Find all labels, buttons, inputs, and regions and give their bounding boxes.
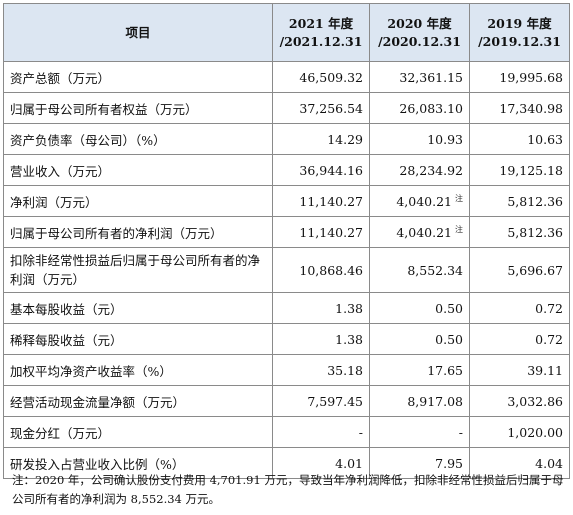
table-row: 基本每股收益（元） 1.38 0.50 0.72 xyxy=(3,292,570,324)
cell-2019: 5,812.36 xyxy=(469,185,570,217)
cell-2020: - xyxy=(369,416,470,448)
table-row: 经营活动现金流量净额（万元） 7,597.45 8,917.08 3,032.8… xyxy=(3,385,570,417)
cell-2020: 28,234.92 xyxy=(369,154,470,186)
header-period-2021: 2021 年度 /2021.12.31 xyxy=(272,3,370,62)
cell-2021: 11,140.27 xyxy=(272,185,370,217)
cell-2020: 32,361.15 xyxy=(369,61,470,93)
cell-2021: 1.38 xyxy=(272,323,370,355)
cell-2019: 5,696.67 xyxy=(469,247,570,293)
cell-2019: 10.63 xyxy=(469,123,570,155)
row-label: 加权平均净资产收益率（%） xyxy=(3,354,273,386)
cell-value: 4,040.21 xyxy=(396,225,452,240)
cell-2021: 10,868.46 xyxy=(272,247,370,293)
footnote-marker: 注 xyxy=(455,225,463,234)
header-date: /2020.12.31 xyxy=(378,33,461,49)
header-item: 项目 xyxy=(3,3,273,62)
header-date: /2021.12.31 xyxy=(279,33,363,49)
table-row: 归属于母公司所有者权益（万元） 37,256.54 26,083.10 17,3… xyxy=(3,92,570,124)
header-year: 2019 年度 xyxy=(487,15,552,31)
financial-summary-table: 项目 2021 年度 /2021.12.31 2020 年度 /2020.12.… xyxy=(3,3,570,479)
row-label: 资产总额（万元） xyxy=(3,61,273,93)
table-row: 净利润（万元） 11,140.27 4,040.21 注 5,812.36 xyxy=(3,185,570,217)
row-label: 基本每股收益（元） xyxy=(3,292,273,324)
table-row: 资产总额（万元） 46,509.32 32,361.15 19,995.68 xyxy=(3,61,570,93)
header-year: 2020 年度 xyxy=(387,15,452,31)
cell-2020: 10.93 xyxy=(369,123,470,155)
cell-2020: 8,917.08 xyxy=(369,385,470,417)
cell-2019: 19,995.68 xyxy=(469,61,570,93)
cell-2020: 0.50 xyxy=(369,323,470,355)
cell-2020: 4,040.21 注 xyxy=(369,185,470,217)
cell-2019: 17,340.98 xyxy=(469,92,570,124)
cell-2019: 0.72 xyxy=(469,323,570,355)
row-label: 净利润（万元） xyxy=(3,185,273,217)
table-row: 现金分红（万元） - - 1,020.00 xyxy=(3,416,570,448)
cell-2021: 37,256.54 xyxy=(272,92,370,124)
row-label: 归属于母公司所有者的净利润（万元） xyxy=(3,216,273,248)
cell-2021: 46,509.32 xyxy=(272,61,370,93)
header-row: 项目 2021 年度 /2021.12.31 2020 年度 /2020.12.… xyxy=(3,3,570,62)
table-row: 研发投入占营业收入比例（%） 4.01 7.95 4.04 xyxy=(3,447,570,479)
cell-2021: - xyxy=(272,416,370,448)
table-row: 稀释每股收益（元） 1.38 0.50 0.72 xyxy=(3,323,570,355)
cell-value: 4,040.21 xyxy=(396,194,452,209)
cell-2021: 35.18 xyxy=(272,354,370,386)
row-label: 稀释每股收益（元） xyxy=(3,323,273,355)
cell-2020: 17.65 xyxy=(369,354,470,386)
table-row: 加权平均净资产收益率（%） 35.18 17.65 39.11 xyxy=(3,354,570,386)
cell-2021: 1.38 xyxy=(272,292,370,324)
header-period-2019: 2019 年度 /2019.12.31 xyxy=(469,3,570,62)
footnote-marker: 注 xyxy=(455,194,463,203)
cell-2019: 4.04 xyxy=(469,447,570,479)
cell-2020: 4,040.21 注 xyxy=(369,216,470,248)
row-label: 现金分红（万元） xyxy=(3,416,273,448)
cell-2019: 0.72 xyxy=(469,292,570,324)
cell-2019: 3,032.86 xyxy=(469,385,570,417)
cell-2021: 11,140.27 xyxy=(272,216,370,248)
cell-2020: 0.50 xyxy=(369,292,470,324)
cell-2020: 26,083.10 xyxy=(369,92,470,124)
table-row: 归属于母公司所有者的净利润（万元） 11,140.27 4,040.21 注 5,… xyxy=(3,216,570,248)
row-label: 资产负债率（母公司）（%） xyxy=(3,123,273,155)
table-footnote: 注：2020 年，公司确认股份支付费用 4,701.91 万元，导致当年净利润降… xyxy=(12,473,564,506)
row-label: 研发投入占营业收入比例（%） xyxy=(3,447,273,479)
cell-2019: 1,020.00 xyxy=(469,416,570,448)
cell-2019: 5,812.36 xyxy=(469,216,570,248)
table-row: 营业收入（万元） 36,944.16 28,234.92 19,125.18 xyxy=(3,154,570,186)
cell-2021: 7,597.45 xyxy=(272,385,370,417)
row-label: 经营活动现金流量净额（万元） xyxy=(3,385,273,417)
table-row: 扣除非经常性损益后归属于母公司所有者的净利润（万元） 10,868.46 8,5… xyxy=(3,247,570,293)
header-year: 2021 年度 xyxy=(288,15,354,31)
cell-2019: 19,125.18 xyxy=(469,154,570,186)
cell-2021: 36,944.16 xyxy=(272,154,370,186)
header-date: /2019.12.31 xyxy=(478,33,561,49)
cell-2020: 8,552.34 xyxy=(369,247,470,293)
table-row: 资产负债率（母公司）（%） 14.29 10.93 10.63 xyxy=(3,123,570,155)
cell-2021: 4.01 xyxy=(272,447,370,479)
row-label: 扣除非经常性损益后归属于母公司所有者的净利润（万元） xyxy=(3,247,273,293)
header-period-2020: 2020 年度 /2020.12.31 xyxy=(369,3,470,62)
row-label: 归属于母公司所有者权益（万元） xyxy=(3,92,273,124)
row-label: 营业收入（万元） xyxy=(3,154,273,186)
cell-2019: 39.11 xyxy=(469,354,570,386)
cell-2021: 14.29 xyxy=(272,123,370,155)
